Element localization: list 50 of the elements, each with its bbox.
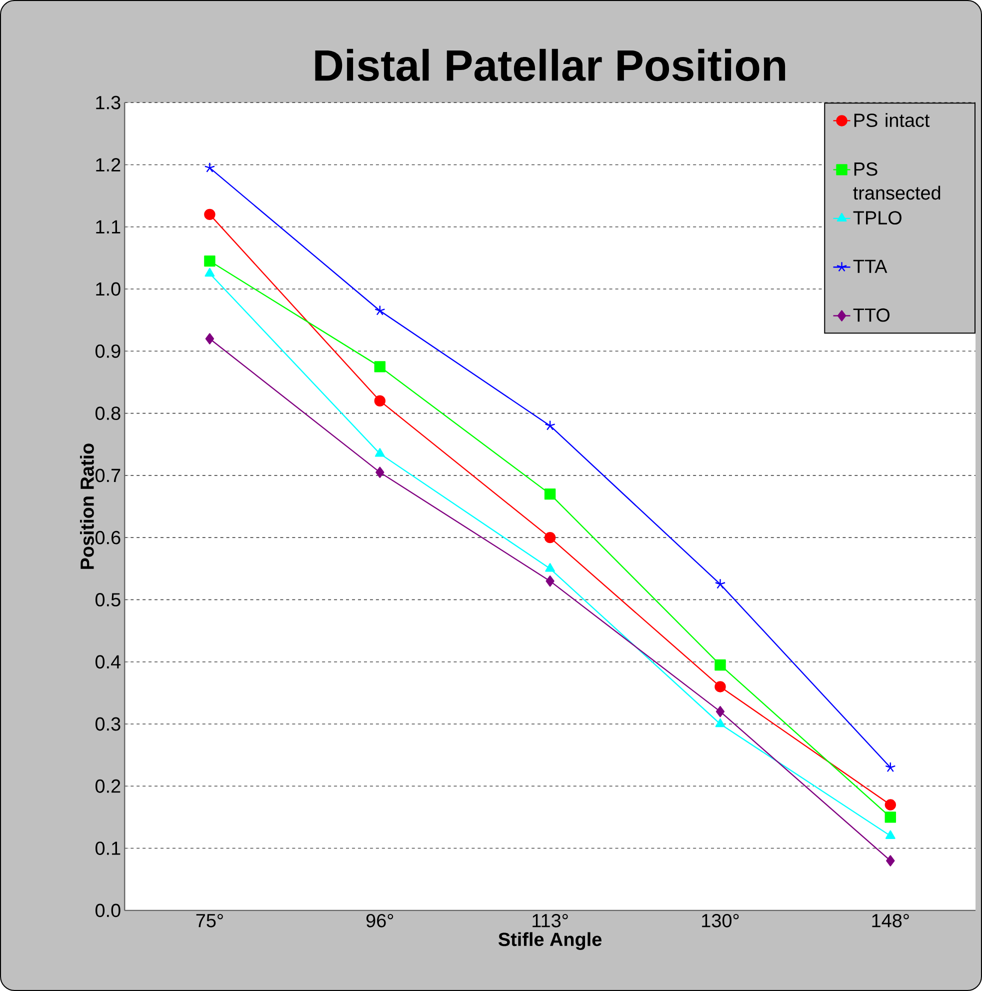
point <box>374 395 386 406</box>
point <box>714 578 726 589</box>
x-tick-label: 96° <box>366 914 394 928</box>
y-tick-label: 1.1 <box>96 220 120 234</box>
point <box>204 268 215 277</box>
point <box>544 488 556 500</box>
chart-title: Distal Patellar Position <box>315 48 786 82</box>
y-tick-label: 0.8 <box>95 406 120 420</box>
y-tick-label: 0.9 <box>95 344 120 358</box>
point <box>374 361 386 372</box>
point <box>884 799 896 810</box>
x-tick-label: 75° <box>196 914 223 928</box>
point <box>886 855 895 866</box>
point <box>714 659 726 671</box>
point <box>204 208 216 220</box>
y-tick-label: 0.0 <box>95 904 120 918</box>
legend-label: TTO <box>853 308 890 322</box>
point <box>714 681 726 692</box>
point <box>376 466 384 478</box>
y-tick-label: 1.2 <box>96 158 120 172</box>
x-tick-label: 148° <box>872 914 909 928</box>
point <box>545 563 555 572</box>
point <box>716 706 725 718</box>
y-tick-label: 0.1 <box>95 842 120 855</box>
y-tick-label: 1.0 <box>96 282 120 296</box>
point <box>884 812 896 823</box>
y-tick-label: 0.2 <box>95 779 120 793</box>
legend-label: TPLO <box>853 211 902 225</box>
x-tick-label: 113° <box>532 914 568 928</box>
y-tick-label: 0.6 <box>95 530 120 544</box>
point <box>374 305 386 316</box>
legend-label: TTA <box>853 260 888 273</box>
point <box>546 575 554 587</box>
point <box>205 333 214 344</box>
point <box>204 255 216 267</box>
y-tick-label: 1.3 <box>96 96 120 110</box>
legend-label: PS transected <box>853 162 940 200</box>
y-tick-label: 0.3 <box>95 717 120 731</box>
point <box>885 830 896 839</box>
x-tick-label: 130° <box>702 914 739 928</box>
legend-label: PS intact <box>854 113 930 128</box>
point <box>544 420 556 430</box>
y-axis-title: Position Ratio <box>80 444 94 569</box>
y-tick-label: 0.5 <box>95 593 120 606</box>
point <box>544 532 556 544</box>
point <box>374 448 385 457</box>
point <box>715 718 726 728</box>
y-tick-label: 0.4 <box>95 655 121 669</box>
x-axis-title: Stifle Angle <box>498 932 602 950</box>
y-tick-label: 0.7 <box>95 468 120 482</box>
